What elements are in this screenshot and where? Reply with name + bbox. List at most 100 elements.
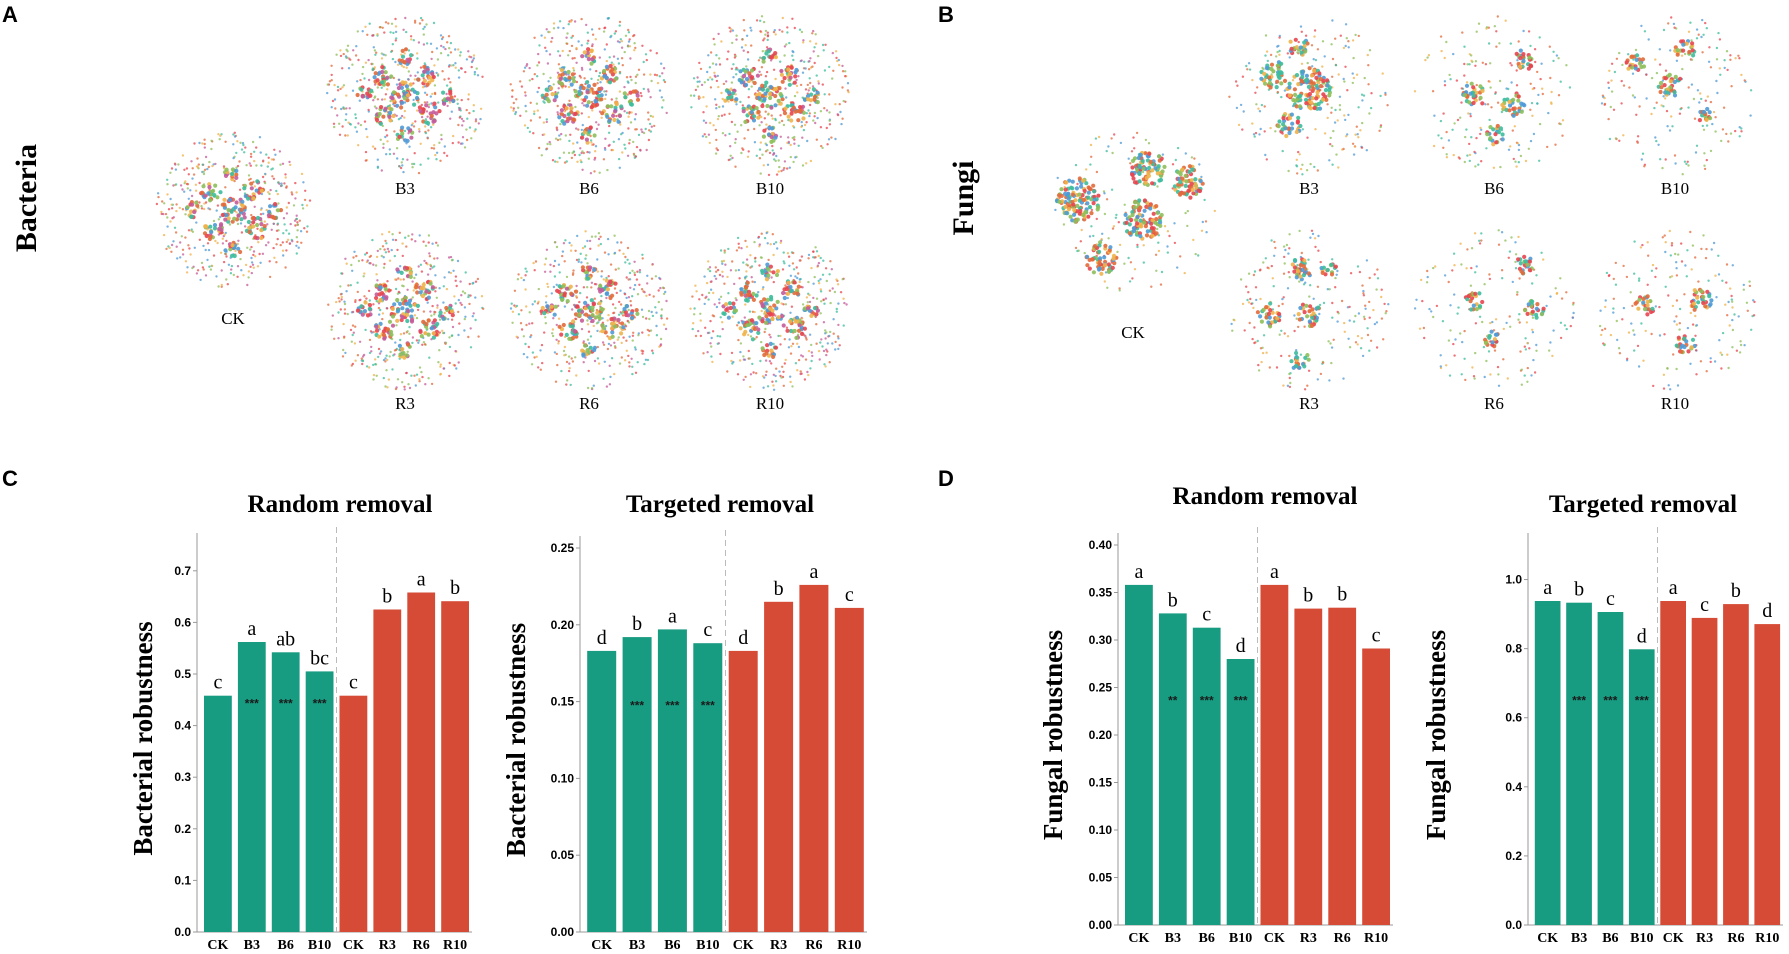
significance-letter: a: [809, 561, 818, 583]
significance-letter: b: [1574, 579, 1584, 601]
category-label: CK: [343, 938, 364, 953]
bar-r6-6: [1328, 607, 1357, 925]
category-label: B3: [629, 938, 645, 953]
category-label: CK: [733, 938, 754, 953]
y-tick-label: 0.15: [1089, 776, 1113, 790]
fungi-networks: [1054, 15, 1756, 391]
y-tick-label: 0.20: [1089, 728, 1113, 742]
network-r3: [327, 230, 485, 391]
y-tick-label: 0.4: [174, 719, 191, 733]
bar-b10-3: [1628, 649, 1655, 925]
panel-letter-c: C: [2, 466, 18, 491]
network-label-b6: B6: [579, 179, 599, 198]
category-label: R3: [379, 938, 396, 953]
network-ck: [1054, 131, 1217, 292]
bar-ck-0: [204, 695, 232, 932]
category-label: R3: [770, 938, 787, 953]
category-label: B6: [1199, 931, 1215, 946]
category-label: B10: [696, 938, 719, 953]
bar-r6-6: [1723, 604, 1749, 925]
y-tick-label: 0.3: [174, 770, 191, 784]
significance-stars: ***: [665, 698, 679, 712]
significance-stars: ***: [1234, 694, 1248, 708]
y-axis-label: Fungal robustness: [1421, 630, 1451, 840]
y-tick-label: 0.35: [1089, 586, 1113, 600]
network-b10: [689, 15, 850, 177]
bar-r6-6: [407, 592, 436, 932]
category-label: CK: [207, 938, 228, 953]
y-tick-label: 0.7: [174, 564, 191, 578]
category-label: B3: [244, 938, 260, 953]
category-label: R6: [413, 938, 430, 953]
network-label-b6: B6: [1484, 179, 1504, 198]
y-tick-label: 0.1: [174, 873, 191, 887]
significance-stars: ***: [1572, 694, 1586, 708]
y-tick-label: 0.25: [1089, 681, 1113, 695]
significance-stars: ***: [279, 697, 293, 711]
network-label-ck: CK: [1121, 323, 1145, 342]
significance-letter: a: [417, 569, 426, 591]
category-label: B10: [1630, 931, 1653, 946]
significance-letter: c: [1700, 594, 1709, 616]
bar-b3-1: [622, 637, 652, 932]
network-label-b10: B10: [756, 179, 784, 198]
significance-letter: b: [1337, 584, 1347, 606]
significance-letter: bc: [310, 647, 329, 669]
network-b10: [1600, 16, 1753, 176]
bar-b6-2: [657, 629, 687, 932]
bar-ck-0: [587, 650, 617, 932]
category-label: R6: [1334, 931, 1351, 946]
y-tick-label: 0.00: [1089, 918, 1113, 932]
network-b3: [326, 16, 484, 175]
y-tick-label: 0.2: [1505, 849, 1522, 863]
significance-letter: c: [1202, 604, 1211, 626]
bar-r10-7: [1754, 624, 1781, 925]
panel-letter-d: D: [938, 466, 954, 491]
significance-letter: b: [1303, 585, 1313, 607]
significance-letter: c: [845, 584, 854, 606]
category-label: B10: [308, 938, 331, 953]
network-r3: [1230, 229, 1390, 391]
significance-stars: ***: [630, 698, 644, 712]
y-tick-label: 0.10: [551, 771, 575, 785]
category-label: CK: [1128, 931, 1149, 946]
panel-letter-b: B: [938, 2, 954, 27]
significance-letter: d: [1762, 600, 1772, 622]
y-tick-label: 0.30: [1089, 633, 1113, 647]
network-r6: [509, 230, 669, 391]
category-label: B3: [1571, 931, 1587, 946]
y-tick-label: 0.0: [174, 925, 191, 939]
significance-stars: ***: [1603, 694, 1617, 708]
y-tick-label: 1.0: [1505, 573, 1522, 587]
panel-letter-a: A: [2, 2, 18, 27]
significance-letter: a: [668, 605, 677, 627]
network-label-r10: R10: [756, 394, 784, 413]
bar-ck-0: [1125, 584, 1153, 925]
bar-r3-5: [764, 601, 794, 932]
significance-stars: ***: [1635, 694, 1649, 708]
chart-fungal-random-removal: Random removal Fungal robustness 0.00 0.05 0…: [1038, 483, 1393, 946]
network-ck: [155, 131, 312, 288]
bar-b6-2: [1192, 627, 1221, 925]
chart-title: Random removal: [248, 491, 433, 518]
row-label-bacteria: Bacteria: [10, 144, 43, 252]
y-tick-label: 0.25: [551, 541, 575, 555]
y-tick-label: 0.05: [1089, 871, 1113, 885]
chart-title: Targeted removal: [626, 491, 814, 518]
bar-ck-4: [339, 695, 368, 932]
category-label: CK: [1537, 931, 1558, 946]
category-label: R6: [805, 938, 822, 953]
significance-letter: d: [1637, 625, 1647, 647]
network-r6: [1413, 229, 1575, 387]
chart-fungal-targeted-removal: Targeted removal Fungal robustness 0.0 0.2 0…: [1421, 491, 1783, 946]
category-label: CK: [1663, 931, 1684, 946]
significance-letter: b: [382, 586, 392, 608]
significance-letter: b: [450, 577, 460, 599]
y-tick-label: 0.4: [1505, 780, 1522, 794]
category-label: B6: [664, 938, 680, 953]
bar-ck-4: [1660, 601, 1686, 925]
bacteria-networks: [155, 15, 850, 391]
network-label-r3: R3: [1299, 394, 1319, 413]
significance-letter: b: [632, 613, 642, 635]
significance-letter: b: [774, 578, 784, 600]
